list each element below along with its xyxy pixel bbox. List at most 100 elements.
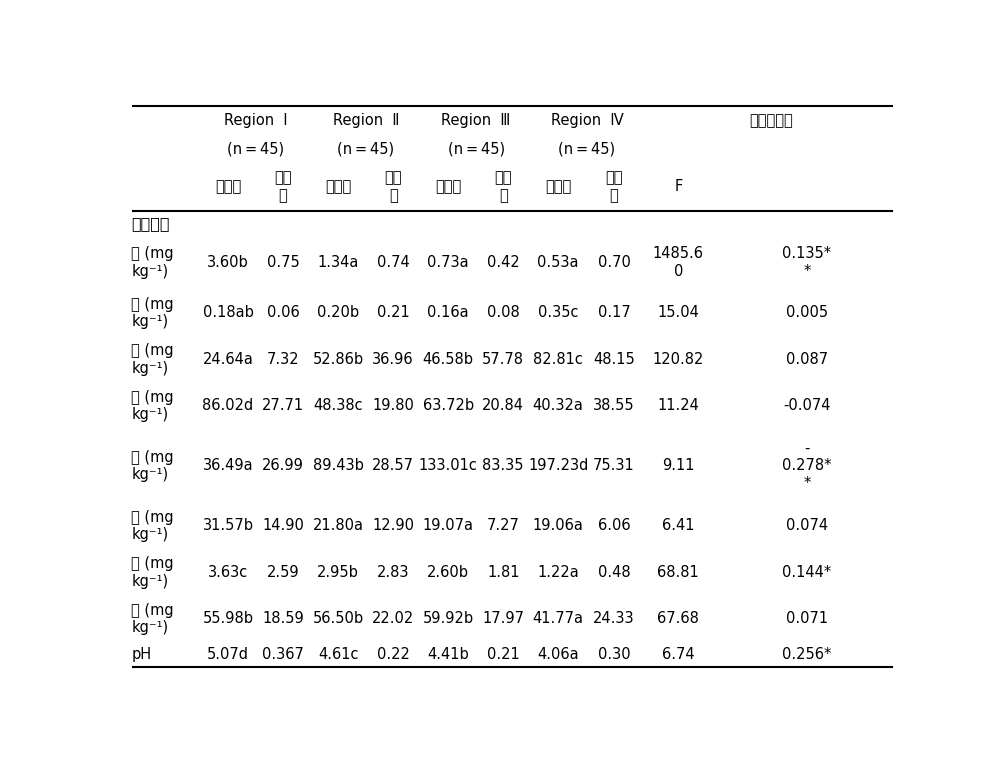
- Text: 0.74: 0.74: [377, 255, 410, 270]
- Text: 4.61c: 4.61c: [318, 647, 358, 662]
- Text: 0.087: 0.087: [786, 352, 828, 367]
- Text: 120.82: 120.82: [653, 352, 704, 367]
- Text: 平均値: 平均値: [545, 180, 571, 194]
- Text: 0.20b: 0.20b: [317, 305, 359, 320]
- Text: 0.35c: 0.35c: [538, 305, 578, 320]
- Text: 56.50b: 56.50b: [313, 612, 364, 626]
- Text: 36.96: 36.96: [372, 352, 414, 367]
- Text: 48.15: 48.15: [593, 352, 635, 367]
- Text: 20.84: 20.84: [482, 399, 524, 413]
- Text: 0.22: 0.22: [377, 647, 410, 662]
- Text: 0.48: 0.48: [598, 565, 630, 580]
- Text: 0.005: 0.005: [786, 305, 828, 320]
- Text: 18.59: 18.59: [262, 612, 304, 626]
- Text: 4.06a: 4.06a: [537, 647, 579, 662]
- Text: 1.22a: 1.22a: [537, 565, 579, 580]
- Text: -
0.278*
*: - 0.278* *: [782, 441, 832, 491]
- Text: 0.30: 0.30: [598, 647, 630, 662]
- Text: 67.68: 67.68: [657, 612, 699, 626]
- Text: 0.73a: 0.73a: [427, 255, 469, 270]
- Text: 0.071: 0.071: [786, 612, 828, 626]
- Text: 41.77a: 41.77a: [533, 612, 584, 626]
- Text: 63.72b: 63.72b: [423, 399, 474, 413]
- Text: (n = 45): (n = 45): [558, 142, 615, 156]
- Text: 2.60b: 2.60b: [427, 565, 469, 580]
- Text: 0.70: 0.70: [598, 255, 630, 270]
- Text: 46.58b: 46.58b: [423, 352, 474, 367]
- Text: 36.49a: 36.49a: [203, 458, 253, 473]
- Text: 硜 (mg
kg⁻¹): 硜 (mg kg⁻¹): [131, 297, 174, 329]
- Text: 6.74: 6.74: [662, 647, 695, 662]
- Text: 1.34a: 1.34a: [317, 255, 359, 270]
- Text: 26.99: 26.99: [262, 458, 304, 473]
- Text: 24.33: 24.33: [593, 612, 635, 626]
- Text: 标准
差: 标准 差: [494, 170, 512, 203]
- Text: 17.97: 17.97: [482, 612, 524, 626]
- Text: 31.57b: 31.57b: [203, 518, 254, 533]
- Text: 133.01c: 133.01c: [419, 458, 478, 473]
- Text: 28.57: 28.57: [372, 458, 414, 473]
- Text: 19.07a: 19.07a: [423, 518, 474, 533]
- Text: 2.95b: 2.95b: [317, 565, 359, 580]
- Text: 0.53a: 0.53a: [537, 255, 579, 270]
- Text: 40.32a: 40.32a: [533, 399, 584, 413]
- Text: 土壤指标: 土壤指标: [131, 216, 170, 231]
- Text: 19.80: 19.80: [372, 399, 414, 413]
- Text: Region  Ⅳ: Region Ⅳ: [551, 113, 623, 128]
- Text: 86.02d: 86.02d: [202, 399, 254, 413]
- Text: 9.11: 9.11: [662, 458, 695, 473]
- Text: 镁 (mg
kg⁻¹): 镁 (mg kg⁻¹): [131, 603, 174, 635]
- Text: 3.63c: 3.63c: [208, 565, 248, 580]
- Text: 2.83: 2.83: [377, 565, 409, 580]
- Text: 平均値: 平均値: [325, 180, 351, 194]
- Text: 0.17: 0.17: [598, 305, 630, 320]
- Text: 0.144*: 0.144*: [782, 565, 832, 580]
- Text: 12.90: 12.90: [372, 518, 414, 533]
- Text: 5.07d: 5.07d: [207, 647, 249, 662]
- Text: F: F: [674, 180, 682, 194]
- Text: Region  Ⅰ: Region Ⅰ: [224, 113, 288, 128]
- Text: 7.32: 7.32: [267, 352, 299, 367]
- Text: 硫 (mg
kg⁻¹): 硫 (mg kg⁻¹): [131, 510, 174, 542]
- Text: 0.16a: 0.16a: [427, 305, 469, 320]
- Text: 15.04: 15.04: [657, 305, 699, 320]
- Text: 38.55: 38.55: [593, 399, 635, 413]
- Text: (n = 45): (n = 45): [227, 142, 285, 156]
- Text: 3.60b: 3.60b: [207, 255, 249, 270]
- Text: 27.71: 27.71: [262, 399, 304, 413]
- Text: 7.27: 7.27: [487, 518, 520, 533]
- Text: 1.81: 1.81: [487, 565, 519, 580]
- Text: 0.367: 0.367: [262, 647, 304, 662]
- Text: 偏相关系数: 偏相关系数: [749, 113, 793, 128]
- Text: 钙 (mg
kg⁻¹): 钙 (mg kg⁻¹): [131, 450, 174, 482]
- Text: Region  Ⅱ: Region Ⅱ: [333, 113, 399, 128]
- Text: 83.35: 83.35: [482, 458, 524, 473]
- Text: 平均値: 平均値: [215, 180, 241, 194]
- Text: 0.21: 0.21: [377, 305, 410, 320]
- Text: 0.256*: 0.256*: [782, 647, 832, 662]
- Text: 锶 (mg
kg⁻¹): 锶 (mg kg⁻¹): [131, 343, 174, 376]
- Text: Region  Ⅲ: Region Ⅲ: [441, 113, 511, 128]
- Text: 52.86b: 52.86b: [313, 352, 364, 367]
- Text: -0.074: -0.074: [783, 399, 831, 413]
- Text: 铁 (mg
kg⁻¹): 铁 (mg kg⁻¹): [131, 390, 174, 422]
- Text: 标准
差: 标准 差: [384, 170, 402, 203]
- Text: 锡 (mg
kg⁻¹): 锡 (mg kg⁻¹): [131, 556, 174, 589]
- Text: 1485.6
0: 1485.6 0: [653, 247, 704, 279]
- Text: (n = 45): (n = 45): [337, 142, 395, 156]
- Text: pH: pH: [131, 647, 151, 662]
- Text: 0.75: 0.75: [267, 255, 299, 270]
- Text: 89.43b: 89.43b: [313, 458, 364, 473]
- Text: 0.135*
*: 0.135* *: [782, 247, 832, 279]
- Text: 48.38c: 48.38c: [313, 399, 363, 413]
- Text: 75.31: 75.31: [593, 458, 635, 473]
- Text: 6.06: 6.06: [598, 518, 630, 533]
- Text: 铜 (mg
kg⁻¹): 铜 (mg kg⁻¹): [131, 247, 174, 279]
- Text: 平均値: 平均値: [435, 180, 461, 194]
- Text: 68.81: 68.81: [657, 565, 699, 580]
- Text: 21.80a: 21.80a: [313, 518, 364, 533]
- Text: 19.06a: 19.06a: [533, 518, 584, 533]
- Text: (n = 45): (n = 45): [448, 142, 505, 156]
- Text: 0.074: 0.074: [786, 518, 828, 533]
- Text: 55.98b: 55.98b: [203, 612, 254, 626]
